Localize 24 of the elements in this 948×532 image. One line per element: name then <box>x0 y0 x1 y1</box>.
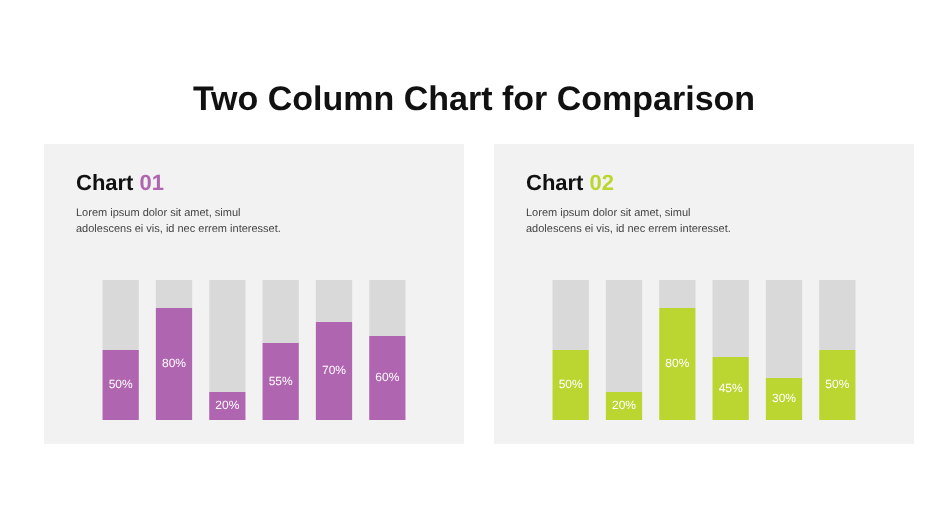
chart-title: Chart 01 <box>76 172 165 196</box>
bar <box>552 280 589 350</box>
bar <box>712 357 749 420</box>
bar <box>765 280 803 378</box>
bar <box>819 350 856 420</box>
bar <box>262 280 299 343</box>
bar <box>552 350 589 420</box>
bar <box>155 280 193 308</box>
bar <box>102 280 139 350</box>
bar <box>369 336 406 420</box>
bar <box>659 308 696 420</box>
bar <box>262 343 299 420</box>
bar <box>605 280 643 392</box>
bar <box>369 280 406 336</box>
bar <box>102 350 139 420</box>
bar <box>712 280 749 357</box>
bar <box>315 322 353 420</box>
text: Two Column Chart for Comparison <box>190 80 758 120</box>
bar <box>209 280 246 392</box>
bar <box>155 308 193 420</box>
chart-title: Chart 02 <box>526 172 615 196</box>
bar <box>315 280 353 322</box>
bar <box>819 280 856 350</box>
bar <box>659 280 696 308</box>
